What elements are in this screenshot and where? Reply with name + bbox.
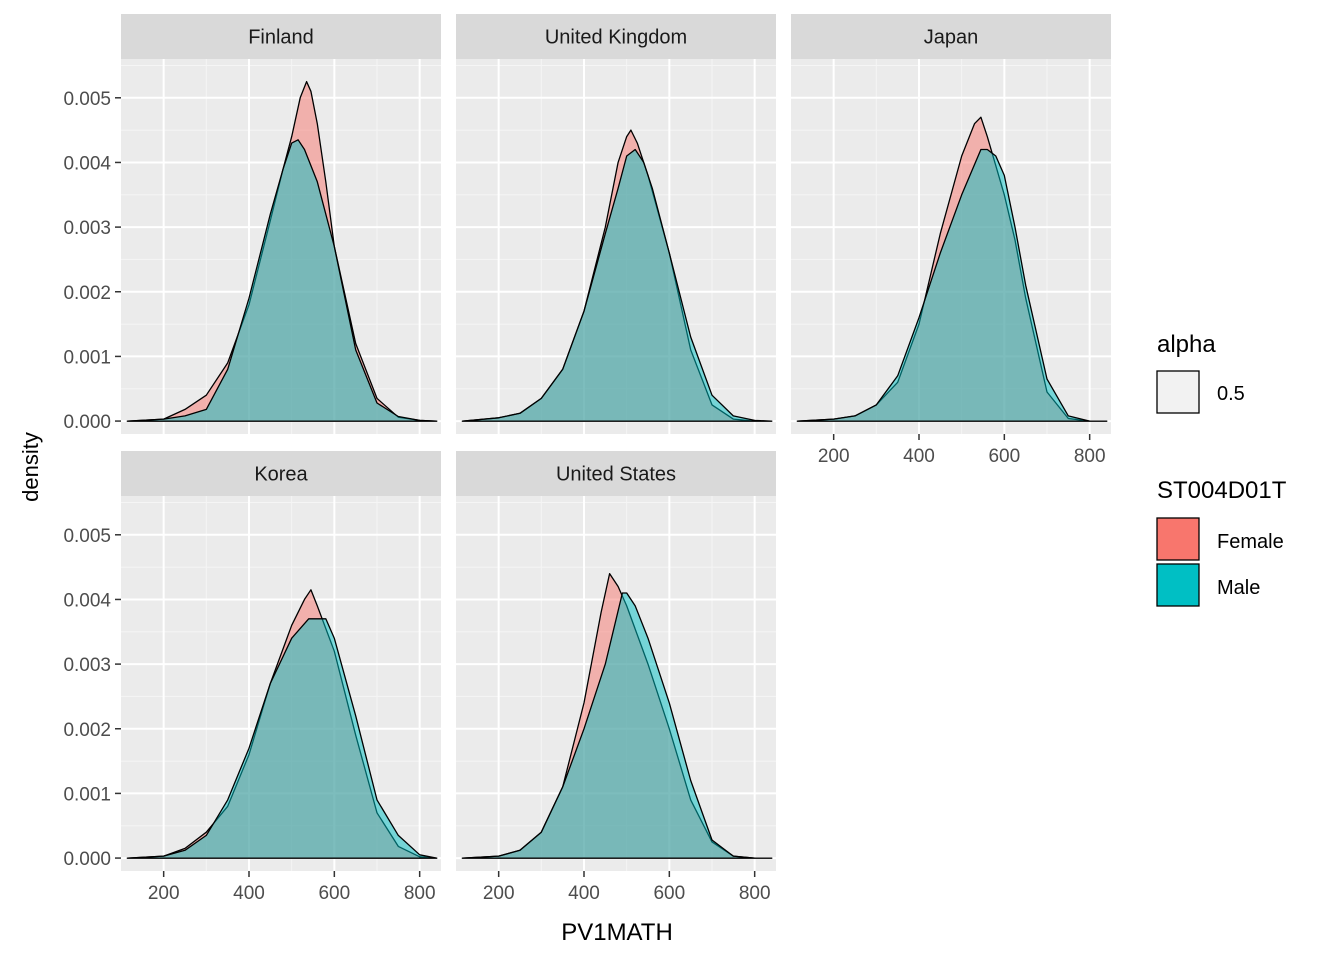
facet-united-kingdom: United Kingdom bbox=[456, 14, 776, 434]
y-tick-label: 0.001 bbox=[63, 784, 111, 805]
density-area-male bbox=[796, 148, 1108, 422]
x-tick-label: 600 bbox=[653, 883, 685, 904]
facet-korea: Korea 0.000 0.001 0.002 0.003 0.004 0.005 200 40… bbox=[63, 451, 441, 904]
legend-label-male: Male bbox=[1217, 577, 1260, 599]
facet-united-states: United States 200 400 600 800 bbox=[456, 451, 776, 904]
y-tick-label: 0.002 bbox=[63, 283, 111, 304]
density-area-male bbox=[126, 139, 438, 422]
facet-strip-label: Japan bbox=[924, 27, 979, 49]
y-tick-label: 0.000 bbox=[63, 412, 111, 433]
y-tick-label: 0.005 bbox=[63, 89, 111, 110]
facet-strip bbox=[456, 451, 776, 496]
facet-strip-label: Finland bbox=[248, 27, 314, 49]
density-area-male bbox=[461, 592, 773, 859]
x-tick-label: 600 bbox=[988, 446, 1020, 467]
x-tick-label: 800 bbox=[739, 883, 771, 904]
x-tick-label: 200 bbox=[818, 446, 850, 467]
legend-title-group: ST004D01T bbox=[1157, 477, 1287, 504]
y-tick-label: 0.000 bbox=[63, 849, 111, 870]
y-axis-title: density bbox=[18, 432, 43, 502]
y-tick-label: 0.001 bbox=[63, 347, 111, 368]
legend: alpha 0.5 ST004D01T Female Male bbox=[1156, 331, 1287, 607]
legend-key-female bbox=[1156, 517, 1200, 561]
y-tick-label: 0.003 bbox=[63, 655, 111, 676]
x-tick-label: 600 bbox=[318, 883, 350, 904]
x-axis-title: PV1MATH bbox=[561, 919, 673, 946]
facet-finland: Finland 0.000 0.001 0.002 0.003 0.004 0.005 bbox=[63, 14, 441, 434]
facet-strip-label: United States bbox=[556, 464, 676, 486]
legend-key-male bbox=[1156, 563, 1200, 607]
x-tick-label: 200 bbox=[483, 883, 515, 904]
facet-strip-label: Korea bbox=[254, 464, 308, 486]
density-area-male bbox=[461, 148, 773, 422]
density-area-male bbox=[126, 618, 438, 859]
facet-strip bbox=[121, 14, 441, 59]
facet-strip-label: United Kingdom bbox=[545, 27, 687, 49]
legend-label-female: Female bbox=[1217, 531, 1284, 553]
x-tick-label: 800 bbox=[404, 883, 436, 904]
y-tick-label: 0.004 bbox=[63, 153, 111, 174]
facet-strip bbox=[121, 451, 441, 496]
x-tick-label: 400 bbox=[903, 446, 935, 467]
legend-title-alpha: alpha bbox=[1157, 331, 1216, 358]
y-tick-label: 0.002 bbox=[63, 720, 111, 741]
x-tick-label: 200 bbox=[148, 883, 180, 904]
y-tick-label: 0.003 bbox=[63, 218, 111, 239]
facet-strip bbox=[456, 14, 776, 59]
facet-strip bbox=[791, 14, 1111, 59]
y-tick-label: 0.004 bbox=[63, 590, 111, 611]
x-tick-label: 800 bbox=[1074, 446, 1106, 467]
facet-panels: Finland 0.000 0.001 0.002 0.003 0.004 0.005 Uni… bbox=[63, 14, 1111, 904]
facet-japan: Japan 200 400 600 800 bbox=[791, 14, 1111, 467]
legend-key-alpha bbox=[1156, 370, 1200, 414]
legend-label-alpha: 0.5 bbox=[1217, 383, 1245, 405]
x-tick-label: 400 bbox=[568, 883, 600, 904]
y-tick-label: 0.005 bbox=[63, 526, 111, 547]
x-tick-label: 400 bbox=[233, 883, 265, 904]
